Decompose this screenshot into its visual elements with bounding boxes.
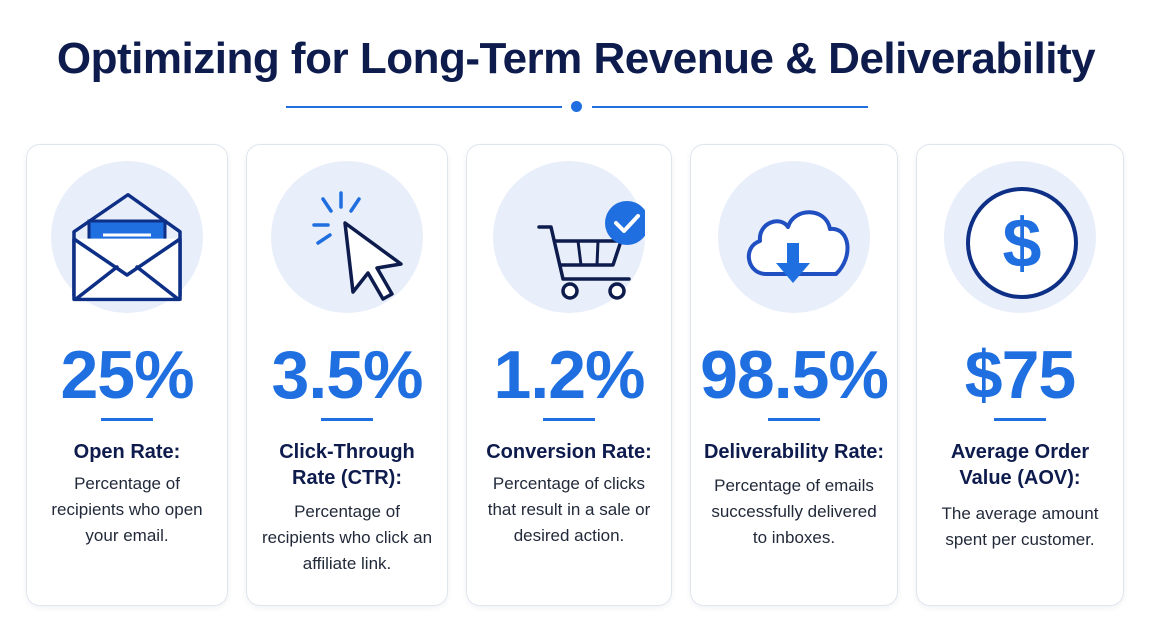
metric-description: Percentage of recipients who open your e… (51, 474, 203, 545)
cursor-click-icon (312, 191, 403, 301)
value-underline (994, 418, 1046, 421)
metric-value: 3.5% (271, 337, 424, 413)
value-underline (543, 418, 595, 421)
metric-label: Click-Through Rate (CTR): (279, 441, 415, 489)
metric-card-aov: $ $75 Average Order Value (AOV): The ave… (916, 144, 1124, 606)
icon-badge (493, 161, 645, 313)
shopping-cart-check-icon (537, 201, 645, 300)
value-underline (101, 418, 153, 421)
metric-value: $75 (964, 337, 1076, 413)
metric-label: Deliverability Rate: (703, 441, 885, 463)
metric-value: 25% (60, 337, 194, 413)
metric-label: Conversion Rate: (486, 441, 652, 463)
value-underline (321, 418, 373, 421)
metric-label: Average Order Value (AOV): (950, 441, 1090, 489)
metric-description: Percentage of recipients who click an af… (261, 502, 433, 573)
metric-description: Percentage of emails successfully delive… (711, 476, 877, 547)
svg-text:$: $ (1003, 204, 1042, 282)
metric-description: The average amount spent per customer. (941, 504, 1099, 549)
metric-label: Open Rate: (73, 441, 181, 463)
cloud-download-icon (746, 210, 850, 283)
metric-description: Percentage of clicks that result in a sa… (487, 474, 651, 545)
icon-badge (51, 161, 203, 313)
icon-badge (718, 161, 870, 313)
metric-card-open-rate: 25% Open Rate: Percentage of recipients … (26, 144, 228, 606)
icon-badge (271, 161, 423, 313)
value-underline (768, 418, 820, 421)
metric-card-deliverability-rate: 98.5% Deliverability Rate: Percentage of… (690, 144, 898, 606)
metric-card-conversion-rate: 1.2% Conversion Rate: Percentage of clic… (466, 144, 672, 606)
dollar-coin-icon: $ (966, 187, 1078, 299)
page-title: Optimizing for Long-Term Revenue & Deliv… (56, 34, 1096, 83)
icon-badge: $ (944, 161, 1096, 313)
title-divider (0, 97, 1152, 117)
metric-value: 98.5% (700, 337, 889, 413)
metric-card-ctr: 3.5% Click-Through Rate (CTR): Percentag… (246, 144, 448, 606)
open-envelope-icon (72, 193, 182, 302)
metric-value: 1.2% (493, 337, 646, 413)
